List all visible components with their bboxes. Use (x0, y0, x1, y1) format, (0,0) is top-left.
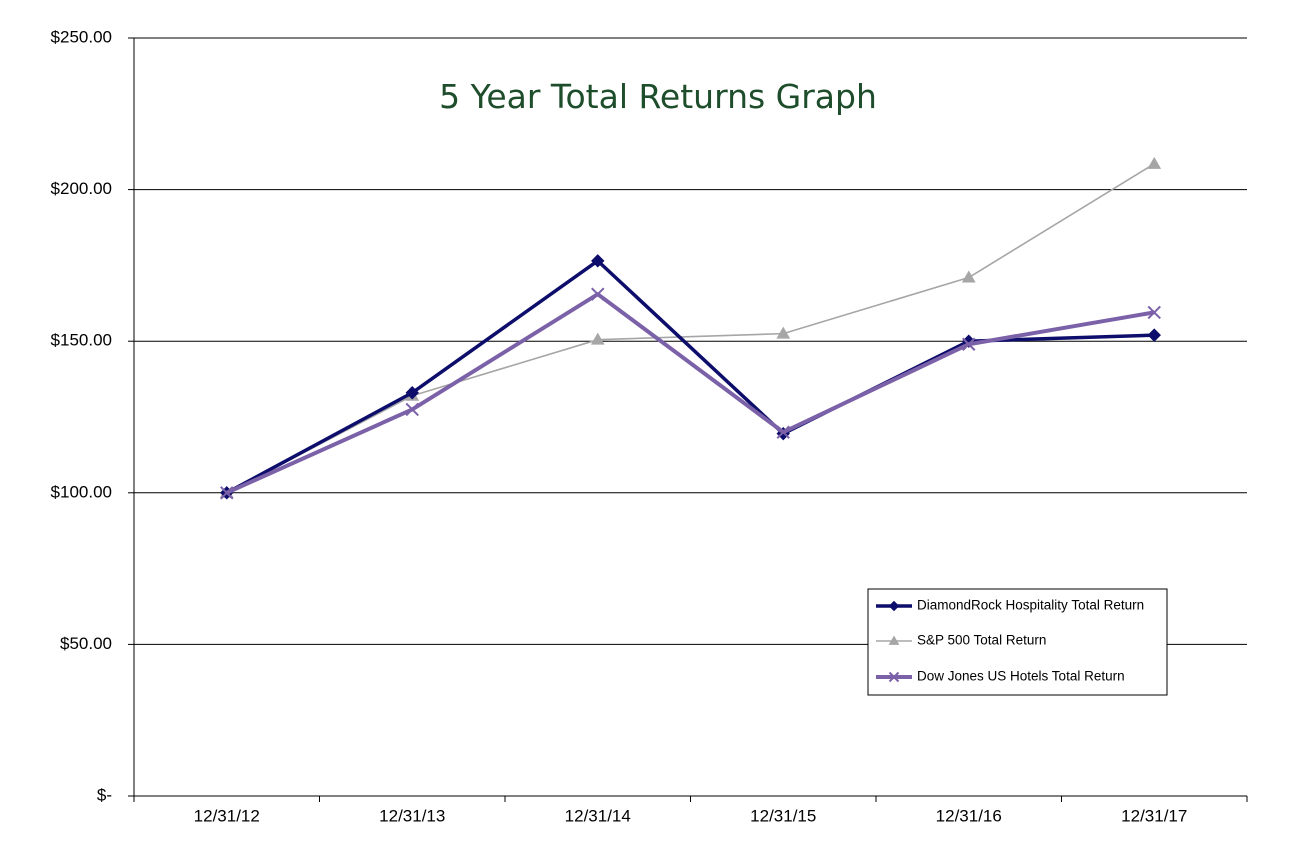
chart-title: 5 Year Total Returns Graph (439, 77, 877, 116)
data-point (590, 332, 605, 345)
y-tick-label: $50.00 (60, 634, 112, 653)
series-path (225, 292, 1155, 495)
data-point (961, 270, 976, 283)
x-tick-label: 12/31/15 (750, 806, 816, 825)
legend-label: DiamondRock Hospitality Total Return (917, 598, 1144, 613)
data-point (405, 402, 419, 417)
legend-box (867, 588, 1168, 696)
y-tick-label: $250.00 (51, 27, 112, 46)
legend-item: S&P 500 Total Return (876, 633, 1046, 648)
x-tick-label: 12/31/13 (379, 806, 445, 825)
series-path (225, 259, 1155, 495)
series-layer (219, 156, 1162, 500)
data-point (888, 635, 900, 645)
data-point (591, 254, 605, 268)
data-point (405, 386, 419, 400)
data-point (1147, 305, 1161, 320)
x-tick-label: 12/31/17 (1121, 806, 1187, 825)
y-tick-label: $- (97, 785, 112, 804)
legend-item: DiamondRock Hospitality Total Return (876, 598, 1144, 613)
y-tick-label: $100.00 (51, 482, 112, 501)
data-point (776, 326, 791, 339)
data-point (888, 600, 900, 612)
series-path (226, 163, 1155, 494)
y-tick-label: $200.00 (51, 179, 112, 198)
legend-item: Dow Jones US Hotels Total Return (876, 669, 1125, 684)
legend-label: S&P 500 Total Return (917, 633, 1046, 648)
x-tick-label: 12/31/14 (565, 806, 631, 825)
y-tick-label: $150.00 (51, 331, 112, 350)
series-line (220, 254, 1161, 500)
data-point (591, 287, 605, 301)
data-point (888, 671, 900, 683)
data-point (1147, 328, 1161, 342)
x-tick-label: 12/31/12 (194, 806, 260, 825)
data-point (962, 337, 976, 351)
gridlines (134, 37, 1247, 645)
legend: DiamondRock Hospitality Total Return S&P … (867, 588, 1168, 696)
data-point (220, 486, 234, 500)
axes: $- $50.00 $100.00 $150.00 $200.00 $250.00 12/3… (51, 27, 1248, 825)
data-point (776, 425, 790, 439)
series-line (219, 156, 1162, 498)
legend-label: Dow Jones US Hotels Total Return (917, 669, 1125, 684)
data-point (1147, 156, 1162, 169)
series-line (220, 287, 1161, 500)
x-tick-label: 12/31/16 (936, 806, 1002, 825)
